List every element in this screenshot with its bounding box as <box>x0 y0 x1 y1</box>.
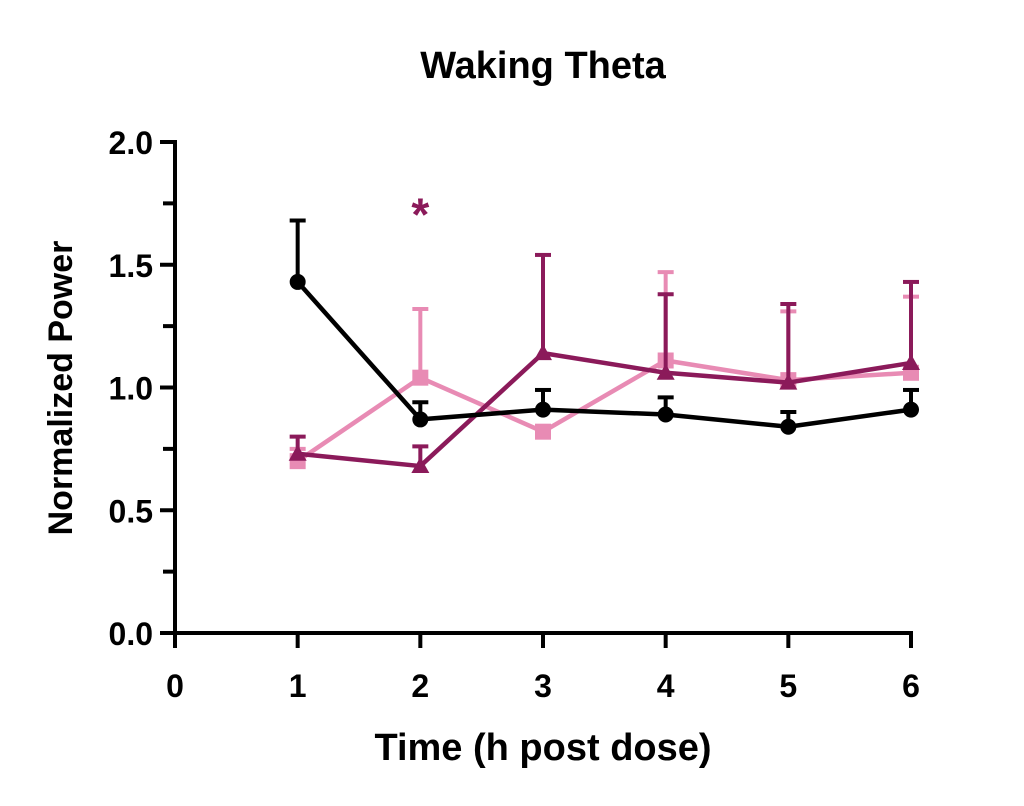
chart-title: Waking Theta <box>420 45 666 87</box>
y-tick-label: 0.0 <box>109 616 153 652</box>
series-line <box>297 350 912 469</box>
data-point <box>411 457 430 474</box>
y-tick-label: 0.5 <box>109 493 153 529</box>
significance-asterisk: * <box>411 188 429 240</box>
data-point <box>535 423 551 440</box>
axes: 0.0 0.5 1.0 1.5 2.0 0 1 2 3 4 5 6 <box>109 125 920 704</box>
data-point <box>779 373 798 390</box>
data-point <box>902 353 920 370</box>
x-tick-label: 3 <box>534 668 552 704</box>
series-layer <box>288 218 920 474</box>
x-tick-label: 6 <box>902 668 920 704</box>
y-tick-label: 1.0 <box>109 371 153 407</box>
series-pink-squares <box>289 270 919 470</box>
data-point <box>656 363 675 380</box>
y-tick-label: 2.0 <box>109 125 153 161</box>
x-tick-label: 5 <box>779 668 797 704</box>
y-axis-label: Normalized Power <box>42 241 80 536</box>
data-point <box>535 401 551 418</box>
data-point <box>903 401 919 418</box>
data-point <box>412 411 429 428</box>
series-black-circles <box>289 218 919 435</box>
y-tick-label: 1.5 <box>109 248 153 284</box>
data-point <box>534 344 552 361</box>
x-axis-label: Time (h post dose) <box>374 727 711 769</box>
data-point <box>780 418 797 435</box>
data-point <box>657 406 674 423</box>
x-tick-label: 1 <box>289 668 307 704</box>
x-tick-label: 2 <box>411 668 429 704</box>
series-dark-magenta-triangles <box>288 252 920 474</box>
data-point <box>289 273 306 290</box>
data-point <box>412 369 429 386</box>
annotation-layer: * <box>411 188 429 240</box>
series-line <box>295 280 912 430</box>
x-tick-label: 0 <box>166 668 184 704</box>
x-tick-label: 4 <box>657 668 675 704</box>
data-point <box>288 444 307 461</box>
